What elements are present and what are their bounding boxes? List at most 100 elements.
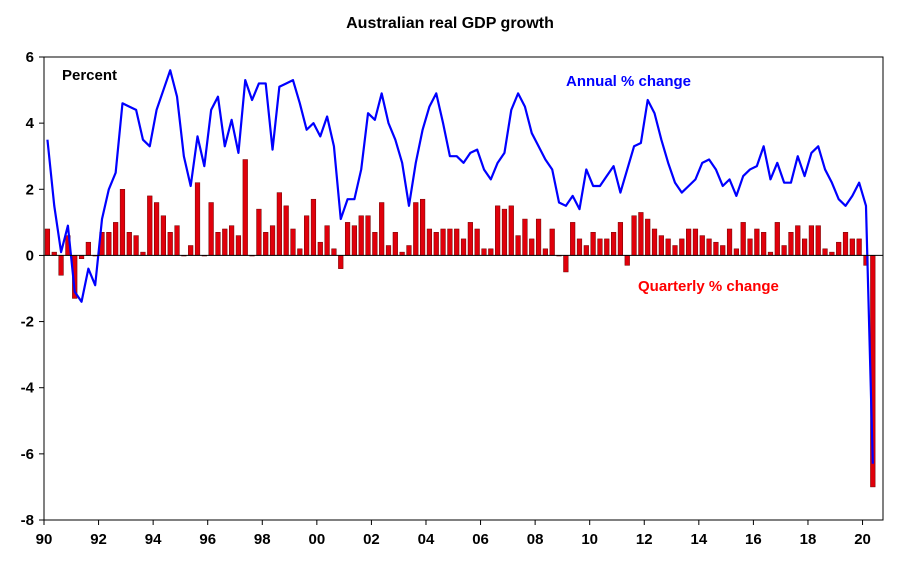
quarterly-bar [222, 228, 228, 256]
quarterly-bar [269, 225, 276, 256]
y-tick-label: 2 [26, 181, 34, 198]
quarterly-bar [781, 245, 787, 256]
quarterly-bar [85, 241, 91, 256]
quarterly-bar [310, 198, 317, 256]
quarterly-bar [365, 215, 371, 256]
quarterly-bar [344, 222, 351, 256]
quarterly-bar [611, 232, 617, 256]
y-unit-label: Percent [62, 67, 117, 84]
quarterly-bar [672, 245, 678, 256]
quarterly-bar [726, 228, 733, 256]
quarterly-bars [44, 159, 876, 488]
quarterly-bar [133, 235, 139, 256]
quarterly-bar [276, 192, 282, 256]
x-tick-label: 02 [363, 531, 380, 548]
quarterly-bar [304, 215, 310, 256]
quarterly-bar [590, 232, 596, 256]
quarterly-bar [174, 225, 180, 256]
quarterly-bar [119, 189, 126, 256]
quarterly-bar [761, 232, 767, 256]
quarterly-bar [324, 225, 330, 256]
x-tick-label: 10 [581, 531, 598, 548]
quarterly-bar [849, 238, 855, 256]
quarterly-bar [583, 245, 589, 256]
quarterly-bar [495, 205, 501, 256]
quarterly-bar [385, 245, 392, 256]
quarterly-bar [856, 238, 862, 256]
y-tick-label: -6 [21, 446, 34, 463]
quarterly-bar [542, 248, 548, 256]
quarterly-bar [256, 208, 262, 256]
quarterly-bar [474, 228, 480, 256]
quarterly-bar [467, 222, 473, 256]
quarterly-bar [147, 195, 153, 256]
quarterly-bar [679, 238, 685, 256]
quarterly-bar [549, 228, 555, 256]
quarterly-bar [338, 255, 344, 269]
quarterly-bar [570, 222, 576, 256]
quarterly-bar [440, 228, 446, 256]
x-tick-label: 16 [745, 531, 762, 548]
y-tick-label: 0 [26, 247, 34, 264]
chart-title: Australian real GDP growth [346, 15, 554, 32]
quarterly-bar [433, 232, 439, 256]
quarterly-bar [747, 238, 753, 256]
y-tick-label: 4 [26, 115, 35, 132]
quarterly-bar [638, 212, 644, 256]
quarterly-bar [645, 218, 651, 256]
x-tick-label: 04 [418, 531, 435, 548]
quarterly-bar [406, 245, 412, 256]
quarterly-bar [576, 238, 583, 256]
quarterly-bar [392, 232, 398, 256]
axes [43, 56, 884, 521]
quarterly-bar [686, 228, 692, 256]
quarterly-bar [788, 232, 794, 256]
quarterly-bar [515, 235, 521, 256]
y-tick-label: -2 [21, 314, 34, 331]
quarterly-bar [372, 232, 378, 256]
x-tick-label: 94 [145, 531, 162, 548]
x-tick-label: 18 [800, 531, 817, 548]
quarterly-bar [604, 238, 610, 256]
plot-frame [43, 56, 884, 521]
quarterly-bar [481, 248, 487, 256]
annual-series-label: Annual % change [566, 73, 691, 90]
quarterly-bar [351, 225, 357, 256]
quarterly-bar [358, 215, 364, 256]
quarterly-bar [774, 222, 780, 256]
quarterly-bar [795, 225, 801, 256]
x-tick-label: 98 [254, 531, 271, 548]
quarterly-bar [106, 232, 112, 256]
quarterly-bar [815, 225, 821, 256]
quarterly-bar [208, 202, 214, 256]
quarterly-bar [631, 215, 637, 256]
quarterly-bar [665, 238, 671, 256]
quarterly-bar [706, 238, 712, 256]
quarterly-bar [188, 245, 194, 256]
quarterly-bar [242, 159, 248, 256]
quarterly-bar [522, 218, 528, 256]
quarterly-bar [720, 245, 726, 256]
quarterly-bar [113, 222, 119, 256]
quarterly-bar [194, 182, 201, 256]
x-tick-label: 08 [527, 531, 544, 548]
quarterly-bar [535, 218, 542, 256]
quarterly-bar [215, 232, 221, 256]
quarterly-bar [658, 235, 664, 256]
x-tick-label: 90 [36, 531, 53, 548]
quarterly-bar [836, 241, 842, 256]
quarterly-bar [624, 255, 630, 266]
quarterly-bar [297, 248, 303, 256]
quarterly-bar [460, 238, 467, 256]
quarterly-bar [44, 228, 51, 256]
quarterly-bar [379, 202, 385, 256]
quarterly-bar [331, 248, 337, 256]
quarterly-bar [597, 238, 603, 256]
annual-line-layer [46, 69, 874, 464]
quarterly-bar [153, 202, 160, 256]
quarterly-bar [413, 202, 419, 256]
quarterly-bar [529, 238, 535, 256]
quarterly-bar [126, 232, 132, 256]
